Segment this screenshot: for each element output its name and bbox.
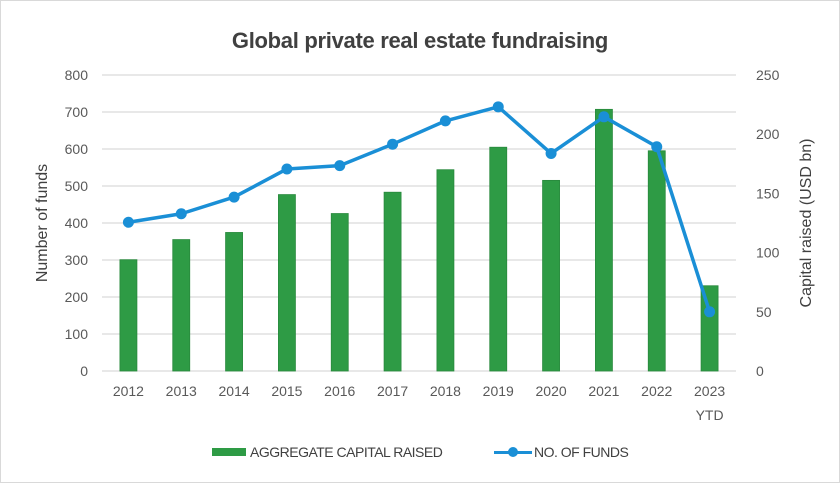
legend-label-funds: NO. OF FUNDS: [534, 444, 629, 460]
y2-tick-label: 250: [756, 67, 780, 83]
y2-tick-label: 200: [756, 126, 780, 142]
legend-item-funds: NO. OF FUNDS: [494, 444, 629, 460]
y-tick-label: 600: [65, 141, 89, 157]
x-tick-label: 2012: [113, 383, 144, 399]
y-tick-label: 400: [65, 215, 89, 231]
bar: [595, 108, 613, 372]
funds-point: [651, 141, 663, 153]
y-axis-title: Number of funds: [34, 164, 51, 282]
funds-point: [598, 111, 610, 123]
bar: [542, 179, 560, 372]
legend-line-marker-icon: [494, 446, 532, 458]
bar: [172, 239, 191, 372]
legend-label-capital: AGGREGATE CAPITAL RAISED: [250, 444, 443, 460]
y-tick-label: 100: [65, 326, 89, 342]
funds-point: [334, 160, 346, 172]
y2-tick-label: 0: [756, 363, 764, 379]
x-tick-sublabel: YTD: [696, 407, 724, 423]
legend-bar-swatch-icon: [212, 448, 246, 456]
bar: [700, 285, 719, 372]
x-tick-label: 2014: [219, 383, 250, 399]
y-tick-label: 700: [65, 104, 89, 120]
legend-item-capital: AGGREGATE CAPITAL RAISED: [212, 444, 443, 460]
chart-title: Global private real estate fundraising: [231, 28, 609, 53]
x-tick-label: 2021: [588, 383, 619, 399]
legend: AGGREGATE CAPITAL RAISED NO. OF FUNDS: [0, 444, 840, 466]
y2-tick-label: 150: [756, 185, 780, 201]
x-tick-label: 2023: [694, 383, 725, 399]
bar: [383, 191, 402, 372]
bar: [278, 194, 296, 372]
funds-point: [175, 208, 187, 220]
funds-point: [387, 138, 399, 150]
funds-point: [704, 306, 716, 318]
funds-point: [228, 191, 240, 203]
funds-point: [545, 147, 557, 159]
y-tick-label: 800: [65, 67, 89, 83]
bar: [225, 232, 243, 372]
x-tick-label: 2020: [536, 383, 567, 399]
x-tick-label: 2022: [641, 383, 672, 399]
bar: [119, 259, 138, 372]
y-tick-label: 0: [80, 363, 88, 379]
y2-tick-label: 100: [756, 245, 780, 261]
x-tick-label: 2013: [166, 383, 197, 399]
funds-point: [492, 101, 504, 113]
y-tick-label: 500: [65, 178, 89, 194]
y-tick-label: 200: [65, 289, 89, 305]
bar: [489, 146, 508, 372]
bar: [330, 213, 349, 372]
funds-point: [122, 216, 134, 228]
x-tick-label: 2016: [324, 383, 355, 399]
y2-axis-title: Capital raised (USD bn): [798, 139, 815, 308]
x-tick-label: 2015: [271, 383, 302, 399]
funds-point: [281, 163, 293, 175]
funds-line: [128, 105, 712, 313]
y2-tick-label: 50: [756, 304, 772, 320]
bar: [647, 150, 666, 372]
bar: [436, 169, 455, 372]
x-tick-label: 2017: [377, 383, 408, 399]
y-tick-label: 300: [65, 252, 89, 268]
x-tick-label: 2018: [430, 383, 461, 399]
funds-point: [439, 115, 451, 127]
x-tick-label: 2019: [483, 383, 514, 399]
